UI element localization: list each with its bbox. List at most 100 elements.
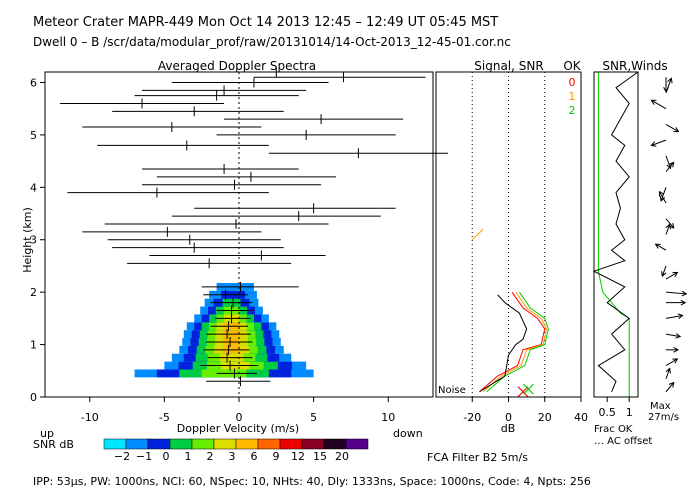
y-tick-label: 0 [30, 391, 37, 404]
wind-arrow-head [668, 381, 675, 388]
wind-arrow [665, 291, 687, 295]
y-tick-label: 6 [30, 76, 37, 89]
wind-arrow-head [668, 222, 675, 229]
colorbar-swatch [345, 438, 369, 450]
wind-arrow [665, 123, 679, 133]
winds-panel: SNR,Winds 0.5 1 Frac OK … AC offset Max 2… [592, 59, 688, 447]
wind-arrow [665, 272, 678, 280]
header-line2: Dwell 0 – B /scr/data/modular_prof/raw/2… [33, 35, 511, 49]
y-tick-label: 1 [30, 339, 37, 352]
snr-series-signal [479, 294, 528, 393]
wind-arrow-head [665, 223, 671, 230]
colorbar-swatch [257, 438, 281, 450]
wind-arrow-head [673, 127, 680, 133]
colorbar-swatch [103, 438, 127, 450]
snr-title: Signal, SNR [474, 59, 543, 73]
wind-arrow-head [675, 333, 682, 339]
colorbar-tick: −2 [114, 450, 130, 463]
frac-x-tick-label: 0.5 [598, 406, 616, 419]
wind-arrow-head [650, 141, 657, 147]
wind-arrow-head [672, 358, 679, 364]
frac-ok-line [597, 72, 630, 397]
wind-arrow-head [666, 163, 672, 170]
colorbar-tick: 12 [291, 450, 305, 463]
snr-x-tick-label: -20 [463, 411, 481, 424]
snr-x-tick-label: 40 [574, 411, 588, 424]
snr-x-tick-label: 20 [538, 411, 552, 424]
snr-marker [517, 386, 529, 398]
wind-arrow [655, 243, 667, 251]
wind-arrow-head [672, 271, 679, 277]
wind-arrow-head [650, 99, 657, 105]
colorbar-swatch [323, 438, 347, 450]
x-tick-label: 0 [236, 411, 243, 424]
snr-lines: -20 0 20 40 [463, 72, 588, 424]
x-tick-label: -10 [81, 411, 99, 424]
wind-arrow-head [681, 290, 688, 297]
colorbar-tick: 1 [185, 450, 192, 463]
colorbar-tick: 3 [229, 450, 236, 463]
y-tick-label: 4 [30, 181, 37, 194]
legend-beam-2: 2 [569, 104, 576, 117]
spectra-xlabel: Doppler Velocity (m/s) [177, 422, 299, 435]
colorbar-swatch [235, 438, 259, 450]
wind-arrow [665, 368, 671, 379]
colorbar: SNR dB −2 −1 0 1 2 3 6 9 12 15 20 [33, 438, 369, 463]
colorbar-tick: 15 [313, 450, 327, 463]
wind-arrow-head [665, 367, 671, 374]
colorbar-swatch [191, 438, 215, 450]
y-tick-label: 5 [30, 129, 37, 142]
wind-arrow [651, 99, 667, 110]
y-tick-label: 3 [30, 234, 37, 247]
footer-params: IPP: 53µs, PW: 1000ns, NCI: 60, NSpec: 1… [33, 475, 591, 488]
spectra-title: Averaged Doppler Spectra [158, 59, 316, 73]
wind-arrow [651, 139, 667, 146]
snr-series-2 [486, 291, 549, 393]
snr-marker [523, 383, 534, 395]
header-line1: Meteor Crater MAPR-449 Mon Oct 14 2013 1… [33, 15, 498, 30]
colorbar-swatch [213, 438, 237, 450]
wind-arrow-head [661, 271, 667, 278]
legend-beam-0: 0 [569, 76, 576, 89]
legend-title: OK [563, 59, 581, 73]
colorbar-swatch [147, 438, 171, 450]
colorbar-swatch [169, 438, 193, 450]
beam-legend: 012 [569, 76, 576, 117]
colorbar-swatch [125, 438, 149, 450]
colorbar-swatch [279, 438, 303, 450]
colorbar-swatches: −2 −1 0 1 2 3 6 9 12 15 20 [103, 438, 369, 463]
snr-series-0 [479, 291, 546, 393]
wind-arrow-head [680, 299, 687, 306]
winds-title: SNR,Winds [602, 59, 667, 73]
colorbar-tick: 20 [335, 450, 349, 463]
wind-arrow [665, 314, 683, 319]
spectra-panel: Averaged Doppler Spectra -10 -5 0 5 10 0 1 2 3 4 5… [21, 59, 448, 440]
noise-series [471, 228, 484, 241]
max-value: 27m/s [648, 412, 679, 423]
x-tick-label: -5 [159, 411, 170, 424]
fracok-frame [593, 71, 639, 398]
wind-arrow [665, 382, 675, 393]
max-label: Max [650, 401, 671, 412]
frac-ok-label: Frac OK [594, 424, 633, 435]
snr-x-tick-label: 0 [505, 411, 512, 424]
wind-arrow-head [668, 161, 675, 168]
snr-heat [134, 282, 314, 378]
legend-beam-1: 1 [569, 90, 576, 103]
ac-offset-line [592, 71, 639, 392]
wind-arrow-head [663, 87, 669, 93]
spectra-ylabel: Height (km) [21, 207, 34, 273]
wind-arrow-head [659, 195, 666, 202]
wind-arrow [661, 265, 667, 277]
label-down: down [393, 427, 423, 440]
snr-frame [435, 71, 582, 398]
wind-arrow [665, 224, 671, 235]
noise-label: Noise [438, 385, 466, 396]
wind-arrow-head [658, 190, 664, 197]
label-up: up [40, 427, 54, 440]
frac-x-tick-label: 1 [626, 406, 633, 419]
colorbar-label: SNR dB [33, 438, 74, 451]
colorbar-tick: 0 [163, 450, 170, 463]
snr-panel: Signal, SNR -20 0 20 40 Noise dB OK 012 [435, 59, 588, 435]
